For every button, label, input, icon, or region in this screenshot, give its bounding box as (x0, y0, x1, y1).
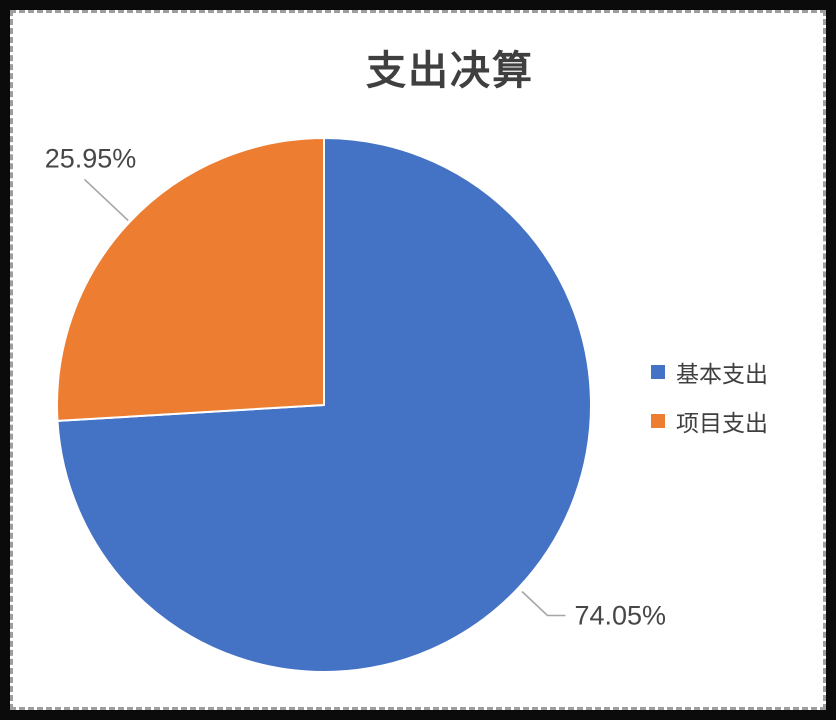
legend-label-project-expenditure: 项目支出 (676, 410, 768, 436)
legend-item-basic-expenditure: 基本支出 (651, 355, 768, 389)
leader-lines (83, 178, 566, 617)
leader-line-project-expenditure (83, 178, 129, 222)
chart-title: 支出决算 (366, 49, 534, 93)
pie-slice-project-expenditure (56, 137, 325, 422)
legend-item-project-expenditure: 项目支出 (651, 404, 768, 438)
data-labels: 74.05% 25.95% (45, 143, 666, 630)
data-label-project-expenditure: 25.95% (45, 143, 137, 173)
legend: 基本支出 项目支出 (651, 355, 768, 453)
data-label-basic-expenditure: 74.05% (574, 601, 666, 631)
legend-swatch-basic-icon (651, 365, 665, 379)
leader-line-basic-expenditure (521, 590, 566, 617)
legend-swatch-project-icon (651, 414, 665, 428)
legend-label-basic-expenditure: 基本支出 (676, 361, 768, 387)
pie-slices (56, 137, 593, 673)
